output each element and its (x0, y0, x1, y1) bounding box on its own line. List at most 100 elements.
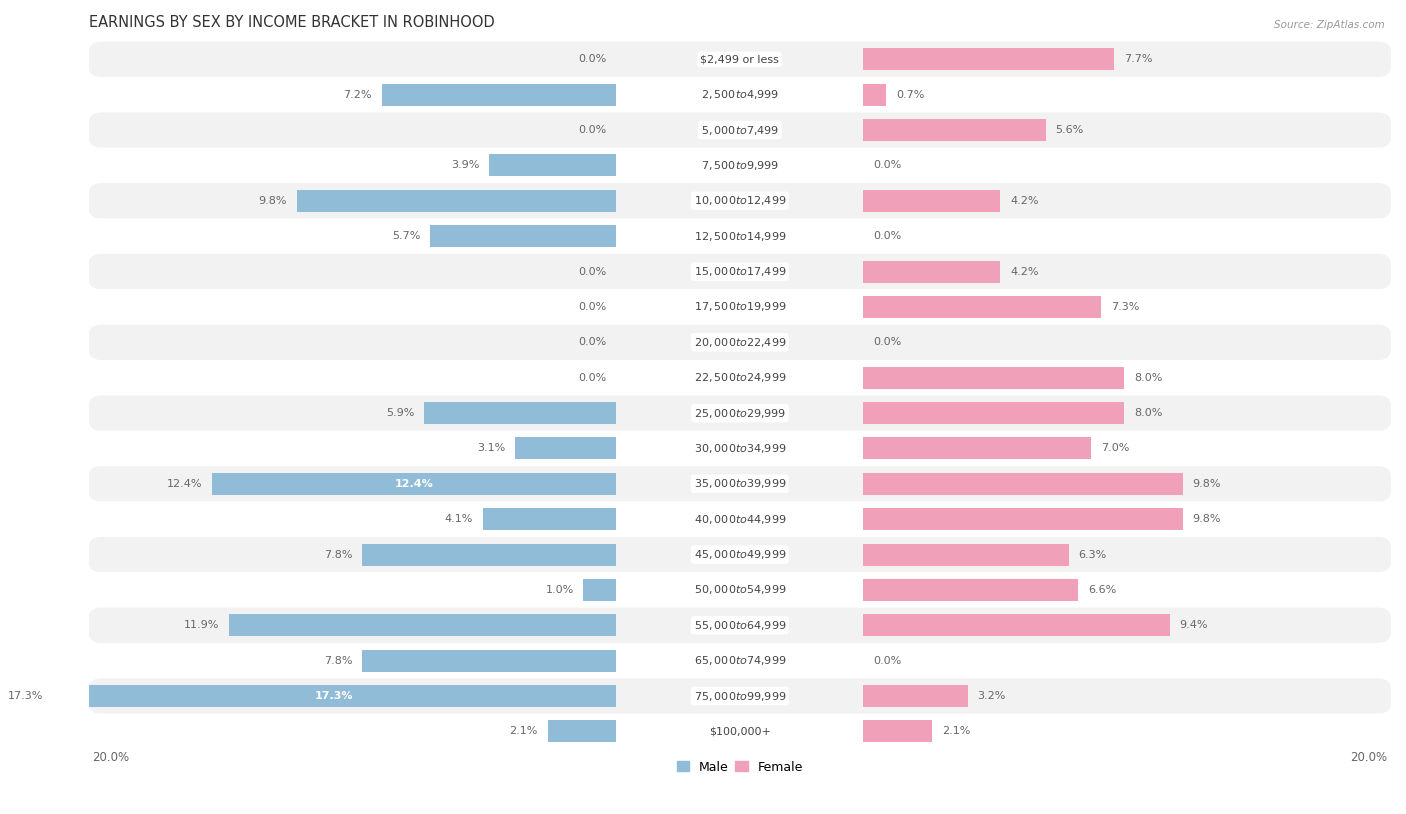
FancyBboxPatch shape (87, 431, 1392, 466)
Text: 0.0%: 0.0% (578, 373, 606, 383)
Text: 7.8%: 7.8% (323, 549, 353, 559)
FancyBboxPatch shape (87, 148, 1392, 183)
Text: 0.0%: 0.0% (873, 231, 901, 241)
Bar (863, 402, 1123, 424)
Text: 9.8%: 9.8% (1192, 479, 1220, 488)
Bar (863, 579, 1078, 601)
Text: 6.3%: 6.3% (1078, 549, 1107, 559)
Text: 8.0%: 8.0% (1133, 373, 1163, 383)
Bar (863, 720, 932, 742)
Text: Source: ZipAtlas.com: Source: ZipAtlas.com (1274, 20, 1385, 30)
Text: 9.8%: 9.8% (1192, 514, 1220, 524)
Text: 12.4%: 12.4% (167, 479, 202, 488)
Text: $65,000 to $74,999: $65,000 to $74,999 (693, 654, 786, 667)
Bar (229, 615, 616, 637)
FancyBboxPatch shape (87, 42, 1392, 77)
Text: 7.2%: 7.2% (343, 90, 371, 99)
FancyBboxPatch shape (87, 254, 1392, 289)
FancyBboxPatch shape (87, 360, 1392, 396)
Text: 0.0%: 0.0% (578, 125, 606, 135)
Text: $45,000 to $49,999: $45,000 to $49,999 (693, 548, 786, 561)
Text: 3.9%: 3.9% (451, 160, 479, 170)
Text: 2.1%: 2.1% (942, 726, 970, 737)
Text: 2.1%: 2.1% (509, 726, 538, 737)
Text: 4.2%: 4.2% (1010, 266, 1039, 277)
FancyBboxPatch shape (87, 183, 1392, 218)
Text: $25,000 to $29,999: $25,000 to $29,999 (693, 406, 786, 419)
Text: 3.2%: 3.2% (977, 691, 1005, 701)
Text: 20.0%: 20.0% (1351, 751, 1388, 764)
Bar (863, 473, 1182, 495)
Legend: Male, Female: Male, Female (672, 755, 808, 778)
Bar (52, 685, 616, 707)
Text: $2,499 or less: $2,499 or less (700, 55, 779, 64)
Bar (863, 544, 1069, 566)
Text: 5.7%: 5.7% (392, 231, 420, 241)
Text: $15,000 to $17,499: $15,000 to $17,499 (693, 265, 786, 278)
FancyBboxPatch shape (87, 325, 1392, 360)
Bar (297, 190, 616, 212)
Text: 7.7%: 7.7% (1123, 55, 1153, 64)
Bar (361, 650, 616, 672)
Bar (863, 190, 1000, 212)
Text: 17.3%: 17.3% (7, 691, 44, 701)
Text: $7,500 to $9,999: $7,500 to $9,999 (700, 159, 779, 172)
Text: $20,000 to $22,499: $20,000 to $22,499 (693, 336, 786, 349)
Bar (361, 544, 616, 566)
Text: $5,000 to $7,499: $5,000 to $7,499 (700, 124, 779, 137)
Text: $17,500 to $19,999: $17,500 to $19,999 (693, 300, 786, 313)
Bar (583, 579, 616, 601)
Bar (863, 296, 1101, 318)
Text: $55,000 to $64,999: $55,000 to $64,999 (693, 619, 786, 632)
Text: 11.9%: 11.9% (183, 620, 219, 630)
Text: 0.0%: 0.0% (873, 655, 901, 666)
FancyBboxPatch shape (87, 678, 1392, 714)
Text: 4.1%: 4.1% (444, 514, 472, 524)
Bar (863, 367, 1123, 388)
Text: 8.0%: 8.0% (1133, 408, 1163, 418)
Bar (863, 685, 967, 707)
Bar (863, 48, 1114, 70)
Bar (863, 119, 1046, 141)
Text: 9.8%: 9.8% (259, 196, 287, 206)
FancyBboxPatch shape (87, 501, 1392, 537)
Text: 1.0%: 1.0% (546, 585, 574, 595)
Text: 17.3%: 17.3% (315, 691, 353, 701)
Text: $30,000 to $34,999: $30,000 to $34,999 (693, 442, 786, 455)
Bar (863, 260, 1000, 282)
FancyBboxPatch shape (87, 112, 1392, 148)
Text: 0.0%: 0.0% (578, 337, 606, 348)
Bar (423, 402, 616, 424)
Text: 5.6%: 5.6% (1056, 125, 1084, 135)
FancyBboxPatch shape (87, 77, 1392, 112)
Bar (863, 437, 1091, 459)
Bar (212, 473, 616, 495)
Text: 12.4%: 12.4% (395, 479, 433, 488)
FancyBboxPatch shape (87, 396, 1392, 431)
Text: EARNINGS BY SEX BY INCOME BRACKET IN ROBINHOOD: EARNINGS BY SEX BY INCOME BRACKET IN ROB… (89, 15, 495, 30)
Text: $12,500 to $14,999: $12,500 to $14,999 (693, 230, 786, 243)
Text: 0.0%: 0.0% (873, 160, 901, 170)
Text: $35,000 to $39,999: $35,000 to $39,999 (693, 477, 786, 490)
FancyBboxPatch shape (87, 466, 1392, 501)
FancyBboxPatch shape (87, 714, 1392, 749)
Text: 3.1%: 3.1% (477, 444, 505, 453)
Text: 6.6%: 6.6% (1088, 585, 1116, 595)
Text: $50,000 to $54,999: $50,000 to $54,999 (693, 584, 786, 597)
Text: 7.8%: 7.8% (323, 655, 353, 666)
Text: 0.0%: 0.0% (578, 302, 606, 312)
Bar (863, 615, 1170, 637)
Text: 7.3%: 7.3% (1111, 302, 1139, 312)
Bar (548, 720, 616, 742)
FancyBboxPatch shape (87, 572, 1392, 607)
Text: 4.2%: 4.2% (1010, 196, 1039, 206)
Text: $100,000+: $100,000+ (709, 726, 770, 737)
Text: 0.0%: 0.0% (873, 337, 901, 348)
Text: 7.0%: 7.0% (1101, 444, 1129, 453)
FancyBboxPatch shape (87, 537, 1392, 572)
Text: 20.0%: 20.0% (91, 751, 129, 764)
Text: 0.7%: 0.7% (896, 90, 924, 99)
Bar (482, 508, 616, 530)
Bar (863, 84, 886, 106)
Bar (515, 437, 616, 459)
